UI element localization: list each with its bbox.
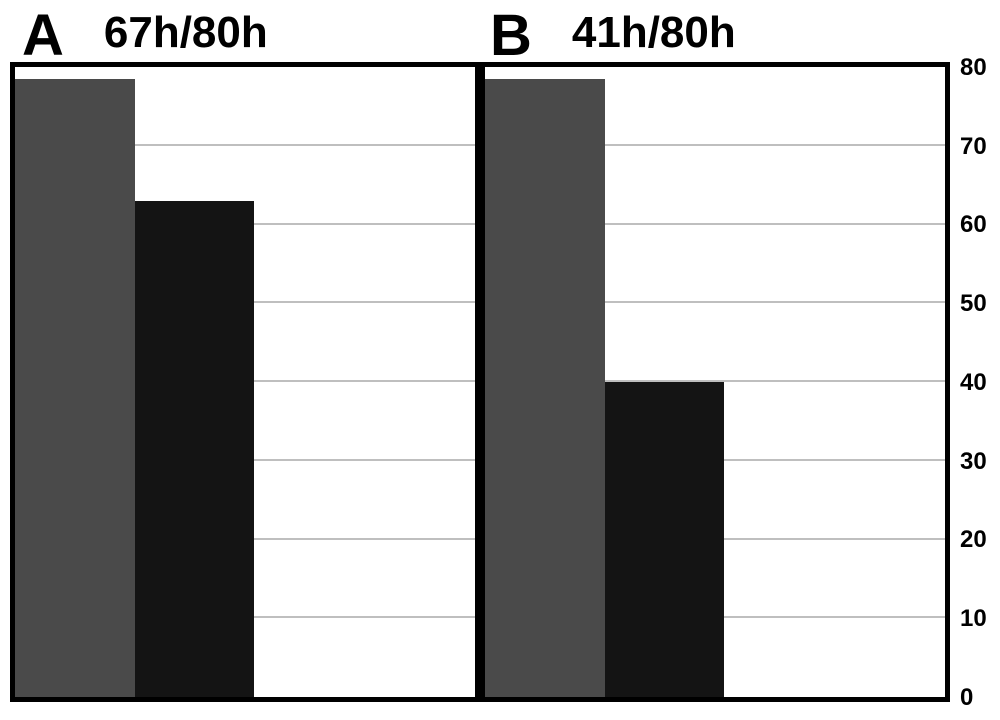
ytick-0: 0 — [960, 684, 973, 712]
ytick-60: 60 — [960, 211, 987, 239]
panel-A-plot — [10, 62, 480, 702]
ytick-10: 10 — [960, 605, 987, 633]
panel-A-letter: A — [22, 3, 64, 68]
panel-A-header: A67h/80h — [22, 2, 268, 69]
bar-b1 — [485, 79, 605, 697]
bar-a1 — [15, 79, 135, 697]
panel-B-plot — [480, 62, 950, 702]
panel-A-title: 67h/80h — [64, 8, 268, 57]
ytick-50: 50 — [960, 290, 987, 318]
ytick-80: 80 — [960, 54, 987, 82]
panel-B-header: B41h/80h — [490, 2, 736, 69]
bar-b2 — [605, 382, 725, 697]
panel-B-letter: B — [490, 3, 532, 68]
ytick-40: 40 — [960, 369, 987, 397]
ytick-30: 30 — [960, 448, 987, 476]
panel-B-title: 41h/80h — [532, 8, 736, 57]
ytick-70: 70 — [960, 133, 987, 161]
ytick-20: 20 — [960, 526, 987, 554]
bar-a2 — [135, 201, 255, 697]
